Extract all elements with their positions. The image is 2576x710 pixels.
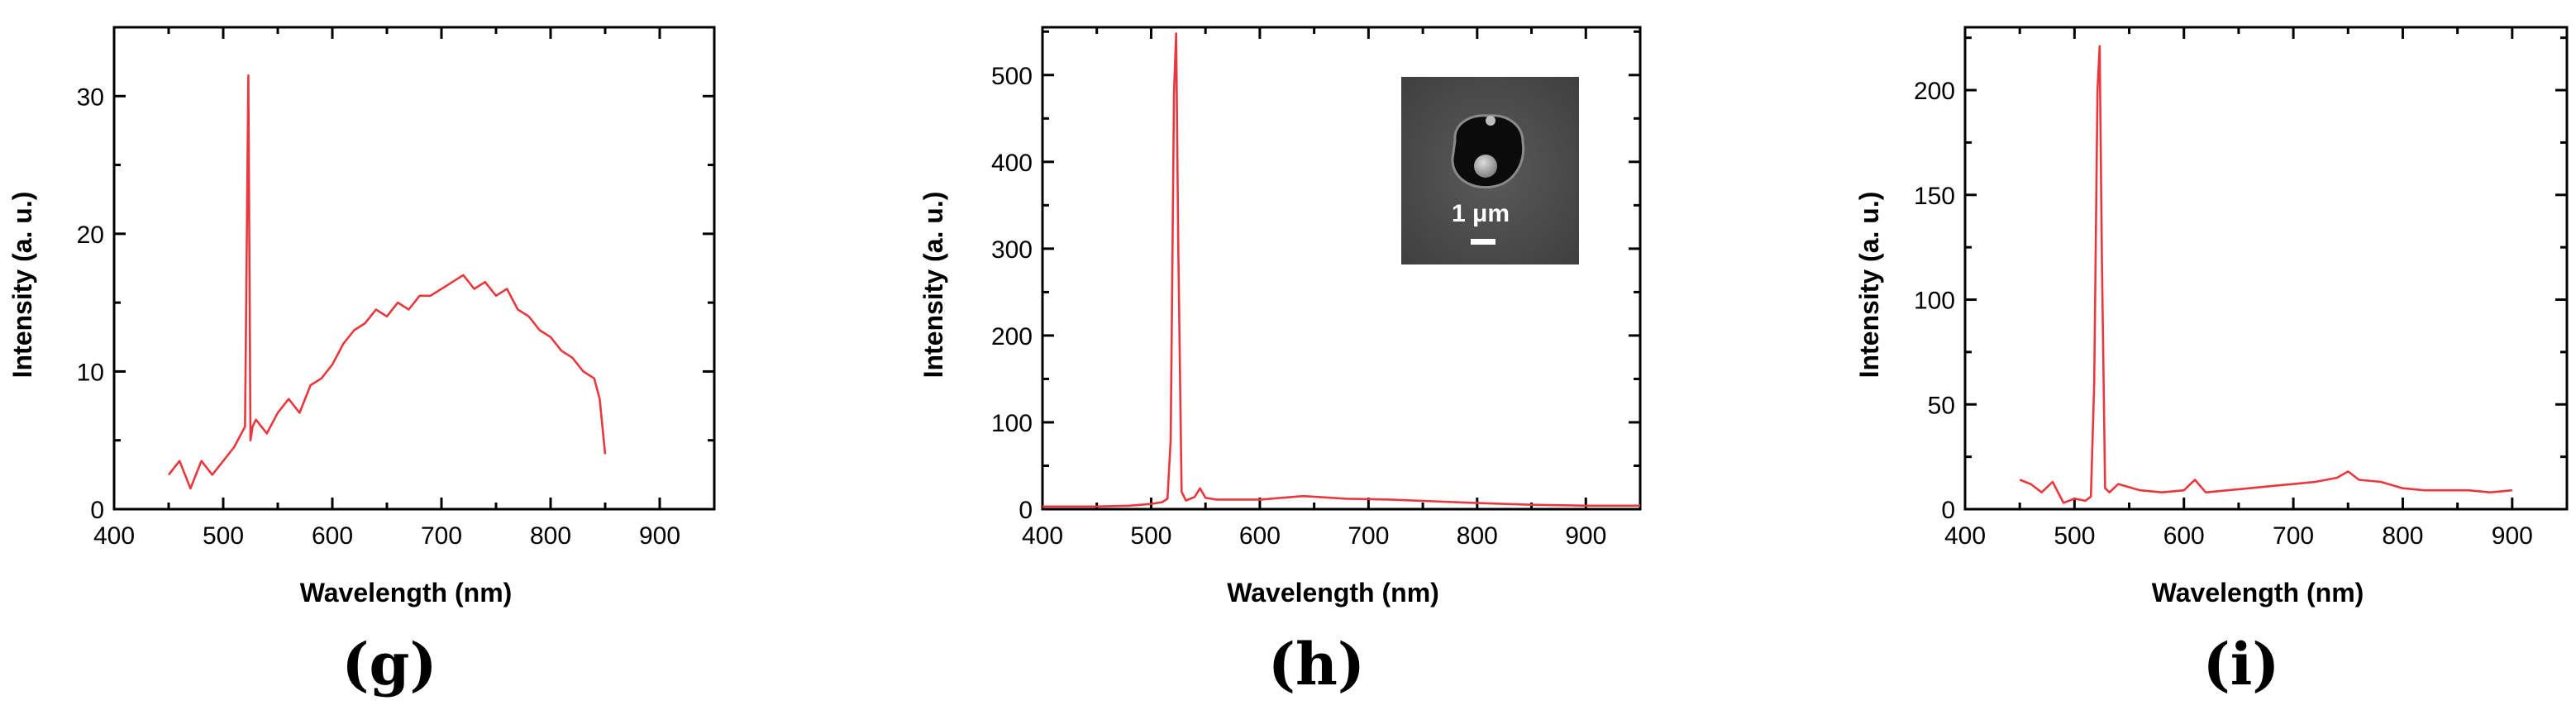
plot-frame-i [1963,26,2569,511]
x-axis-title-g: Wavelength (nm) [300,578,513,608]
x-tick-label-h: 400 [1022,522,1063,550]
inset-scale-bar [1471,239,1496,245]
x-tick-label-h: 800 [1457,522,1498,550]
y-tick-label-h: 100 [991,410,1033,437]
y-tick-label-i: 50 [1928,392,1955,419]
x-tick-label-g: 800 [530,522,571,550]
x-tick-label-i: 700 [2273,522,2314,550]
x-tick-label-i: 500 [2054,522,2095,550]
y-axis-title-i: Intensity (a. u.) [1854,192,1884,379]
x-tick-label-h: 700 [1348,522,1389,550]
inset-particle [1474,155,1497,178]
y-tick-label-h: 400 [991,150,1033,177]
inset-hole [1451,114,1525,189]
x-tick-label-g: 400 [93,522,135,550]
series-line-i [2019,45,2512,504]
panel-label-g: (g) [341,630,436,698]
x-tick-label-h: 500 [1130,522,1171,550]
y-tick-label-g: 20 [77,222,104,249]
x-tick-label-g: 600 [312,522,353,550]
series-line-h [1042,32,1640,508]
x-tick-label-i: 400 [1944,522,1986,550]
y-tick-label-h: 500 [991,63,1033,90]
panel-label-i: (i) [2203,630,2280,698]
plot-frame-g [112,26,716,511]
x-tick-label-g: 700 [421,522,462,550]
x-tick-label-g: 900 [639,522,680,550]
y-tick-label-g: 30 [77,83,104,111]
y-tick-label-i: 200 [1914,78,1955,105]
y-tick-label-g: 10 [77,359,104,386]
y-axis-title-g: Intensity (a. u.) [7,192,37,379]
x-tick-label-g: 500 [203,522,244,550]
chart-panel-g: 400 500 600 700 800 900 0 10 20 30 Wavelength (nm)… [7,26,716,698]
chart-panel-h: 400 500 600 700 800 900 0 100 200 300 400 500 Wavele… [918,26,1642,698]
y-tick-label-h: 300 [991,236,1033,264]
inset-scale-label: 1 μm [1452,200,1510,227]
inset-tip [1486,116,1496,126]
y-tick-label-i: 150 [1914,183,1955,210]
x-axis-title-h: Wavelength (nm) [1227,578,1439,608]
x-tick-label-h: 600 [1239,522,1281,550]
y-tick-label-h: 0 [1018,497,1033,524]
sem-inset-image: 1 μm [1401,77,1579,264]
x-tick-label-h: 900 [1565,522,1606,550]
y-tick-label-g: 0 [90,497,104,524]
plot-frame-h [1041,26,1642,511]
series-line-g [167,74,607,490]
x-axis-title-i: Wavelength (nm) [2152,578,2364,608]
y-tick-label-i: 100 [1914,288,1955,315]
panel-label-h: (h) [1268,630,1365,698]
y-tick-label-h: 200 [991,323,1033,350]
chart-panel-i: 400 500 600 700 800 900 0 50 100 150 200 Wavelength… [1854,26,2569,698]
y-axis-title-h: Intensity (a. u.) [918,192,948,379]
x-tick-label-i: 900 [2492,522,2533,550]
x-tick-label-i: 600 [2163,522,2205,550]
x-tick-label-i: 800 [2382,522,2423,550]
y-tick-label-i: 0 [1941,497,1955,524]
